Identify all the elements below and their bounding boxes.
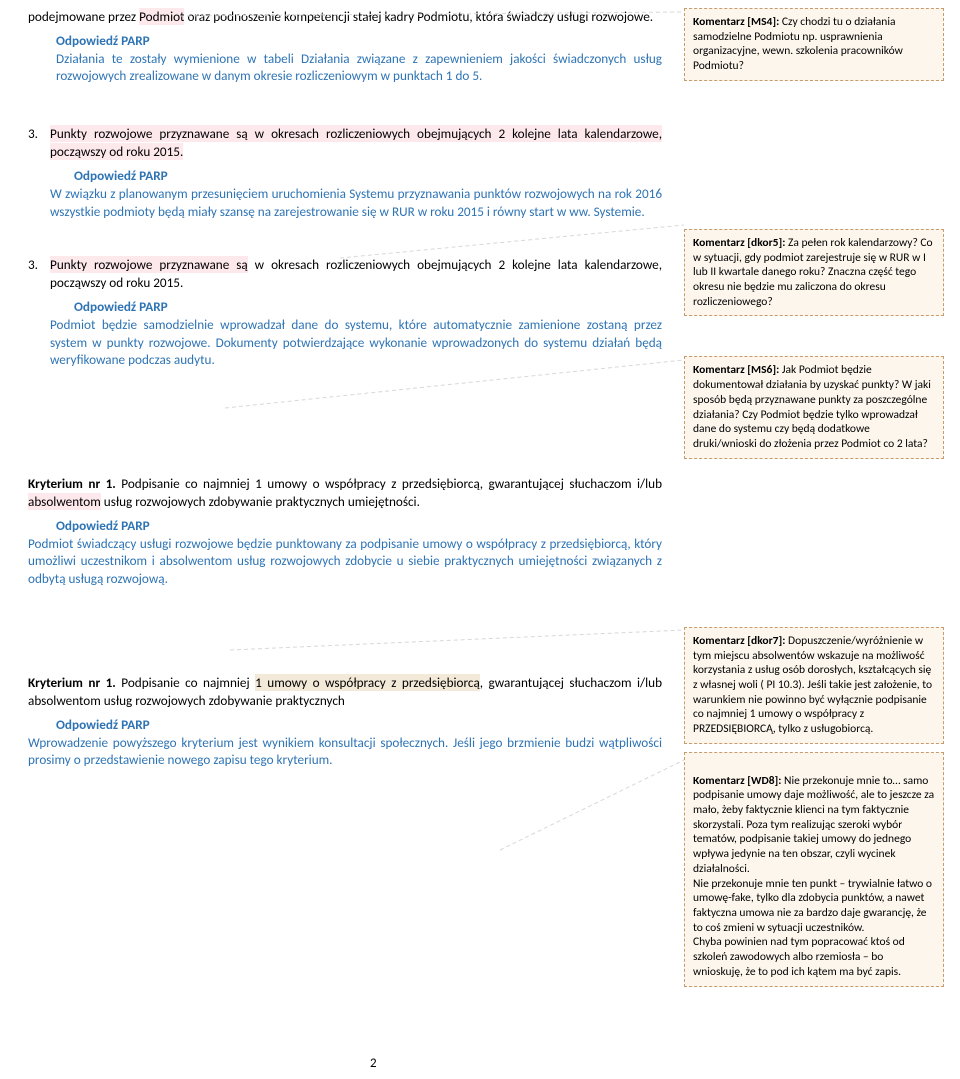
k1a-text-a: Podpisanie co najmniej 1 umowy o współpr… [116,475,662,492]
comment-dkor5-author: Komentarz [dkor5]: [693,236,788,250]
comment-wd8-text: Nie przekonuje mnie to… samo podpisanie … [693,774,934,979]
response-3a-text: W związku z planowanym przesunięciem uru… [50,185,662,221]
kryterium-1b: Kryterium nr 1. Podpisanie co najmniej 1… [28,674,662,769]
page-number: 2 [370,1055,377,1073]
main-column: podejmowane przez Podmiot oraz podnoszen… [0,0,680,1079]
comment-wd8-author: Komentarz [WD8]: [693,774,784,788]
response-k1a-text: Podmiot świadczący usługi rozwojowe będz… [28,535,662,588]
response-3b-label: Odpowiedź PARP [74,298,662,316]
response-1-label: Odpowiedź PARP [56,32,662,50]
k1a-highlight: absolwentom [28,493,101,510]
comment-wd8[interactable]: Komentarz [WD8]: Nie przekonuje mnie to…… [684,752,944,987]
p1-highlight: Podmiot [139,8,184,25]
p3a-text: Punkty rozwojowe przyznawane są w okresa… [50,125,662,160]
response-k1b-text: Wprowadzenie powyższego kryterium jest w… [28,734,662,770]
response-3b-text: Podmiot będzie samodzielnie wprowadzał d… [50,316,662,369]
response-1-text: Działania te zostały wymienione w tabeli… [56,50,662,86]
p3a-number: 3. [28,125,50,161]
k1b-highlight: 1 umowy o współpracy z przedsiębiorcą [255,674,480,691]
k1b-text-a: Podpisanie co najmniej [116,674,255,691]
p1-text-a: podejmowane przez [28,8,139,25]
comment-ms6[interactable]: Komentarz [MS6]: Jak Podmiot będzie doku… [684,356,944,458]
paragraph-3b: 3. Punkty rozwojowe przyznawane są w okr… [28,256,662,369]
paragraph-3a: 3. Punkty rozwojowe przyznawane są w okr… [28,125,662,220]
comment-dkor7-text: Dopuszczenie/wyróżnienie w tym miejscu a… [693,634,932,736]
comment-ms4[interactable]: Komentarz [MS4]: Czy chodzi tu o działan… [684,8,944,81]
comment-dkor7-author: Komentarz [dkor7]: [693,634,788,648]
paragraph-1: podejmowane przez Podmiot oraz podnoszen… [28,8,662,85]
response-k1b-label: Odpowiedź PARP [56,716,662,734]
comment-ms4-author: Komentarz [MS4]: [693,15,782,29]
p1-text-b: oraz podnoszenie kompetencji stałej kadr… [184,8,653,25]
comment-ms6-author: Komentarz [MS6]: [693,363,782,377]
comment-dkor7[interactable]: Komentarz [dkor7]: Dopuszczenie/wyróżnie… [684,627,944,744]
comment-dkor5[interactable]: Komentarz [dkor5]: Za pełen rok kalendar… [684,229,944,317]
response-k1a-label: Odpowiedź PARP [56,517,662,535]
kryterium-1a: Kryterium nr 1. Podpisanie co najmniej 1… [28,475,662,588]
p3b-number: 3. [28,256,50,292]
p3b-highlight: Punkty rozwojowe przyznawane są [50,256,248,273]
comments-column: Komentarz [MS4]: Czy chodzi tu o działan… [680,0,960,1079]
k1a-text-b: usług rozwojowych zdobywanie praktycznyc… [101,493,420,510]
response-3a-label: Odpowiedź PARP [74,167,662,185]
k1b-label: Kryterium nr 1. [28,674,116,691]
k1a-label: Kryterium nr 1. [28,475,116,492]
